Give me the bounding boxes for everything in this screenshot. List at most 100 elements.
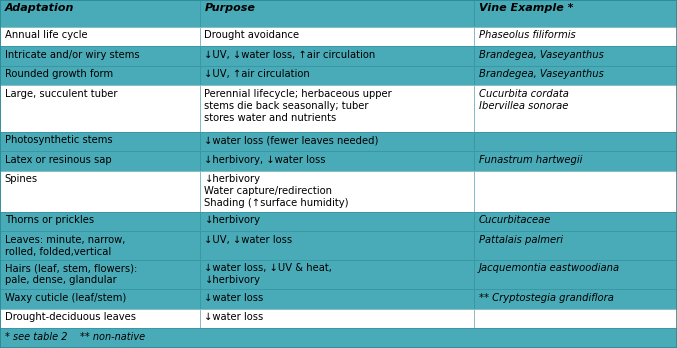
Bar <box>474 151 677 171</box>
Bar <box>0 260 200 290</box>
Text: Perennial lifecycle; herbaceous upper
stems die back seasonally; tuber
stores wa: Perennial lifecycle; herbaceous upper st… <box>204 89 392 123</box>
Bar <box>474 212 677 231</box>
Bar <box>0 85 200 132</box>
Text: Phaseolus filiformis: Phaseolus filiformis <box>479 30 575 40</box>
Text: ↓water loss: ↓water loss <box>204 313 264 322</box>
Text: Jacquemontia eastwoodiana: Jacquemontia eastwoodiana <box>479 263 619 273</box>
Bar <box>474 171 677 212</box>
Text: Photosynthetic stems: Photosynthetic stems <box>5 135 112 145</box>
Text: Large, succulent tuber: Large, succulent tuber <box>5 89 117 99</box>
Bar <box>0 0 200 27</box>
Bar <box>200 290 474 309</box>
Bar <box>200 66 474 85</box>
Bar <box>474 260 677 290</box>
Bar <box>200 0 474 27</box>
Bar <box>0 290 200 309</box>
Text: Hairs (leaf, stem, flowers):
pale, dense, glandular: Hairs (leaf, stem, flowers): pale, dense… <box>5 263 137 285</box>
Bar <box>200 260 474 290</box>
Bar <box>0 46 200 66</box>
Text: Funastrum hartwegii: Funastrum hartwegii <box>479 155 582 165</box>
Text: ↓water loss: ↓water loss <box>204 293 264 303</box>
Bar <box>200 212 474 231</box>
Bar <box>474 66 677 85</box>
Text: Adaptation: Adaptation <box>5 3 74 14</box>
Text: ↓herbivory, ↓water loss: ↓herbivory, ↓water loss <box>204 155 326 165</box>
Text: Drought-deciduous leaves: Drought-deciduous leaves <box>5 313 136 322</box>
Text: Brandegea, Vaseyanthus: Brandegea, Vaseyanthus <box>479 69 603 79</box>
Bar <box>200 151 474 171</box>
Bar <box>0 309 200 329</box>
Bar <box>474 132 677 151</box>
Bar <box>0 27 200 46</box>
Bar <box>200 66 474 85</box>
Text: ↓water loss (fewer leaves needed): ↓water loss (fewer leaves needed) <box>204 135 379 145</box>
Bar <box>0 66 200 85</box>
Bar <box>474 309 677 329</box>
Bar <box>200 231 474 260</box>
Bar <box>200 85 474 132</box>
Bar <box>474 132 677 151</box>
Bar <box>474 151 677 171</box>
Bar <box>0 212 200 231</box>
Bar <box>474 66 677 85</box>
Text: Waxy cuticle (leaf/stem): Waxy cuticle (leaf/stem) <box>5 293 126 303</box>
Bar <box>474 46 677 66</box>
Bar <box>474 231 677 260</box>
Bar <box>474 0 677 27</box>
Text: Rounded growth form: Rounded growth form <box>5 69 113 79</box>
Text: ↓UV, ↑air circulation: ↓UV, ↑air circulation <box>204 69 310 79</box>
Text: Drought avoidance: Drought avoidance <box>204 30 300 40</box>
Text: Purpose: Purpose <box>204 3 255 14</box>
Text: Latex or resinous sap: Latex or resinous sap <box>5 155 111 165</box>
Text: Annual life cycle: Annual life cycle <box>5 30 87 40</box>
Text: ↓herbivory
Water capture/redirection
Shading (↑surface humidity): ↓herbivory Water capture/redirection Sha… <box>204 174 349 208</box>
Bar <box>0 0 200 27</box>
Text: Pattalais palmeri: Pattalais palmeri <box>479 235 563 245</box>
Bar <box>474 260 677 290</box>
Bar <box>0 231 200 260</box>
Bar <box>200 231 474 260</box>
Bar <box>0 46 200 66</box>
Bar <box>0 329 677 348</box>
Bar <box>0 171 200 212</box>
Text: Brandegea, Vaseyanthus: Brandegea, Vaseyanthus <box>479 50 603 60</box>
Bar <box>474 85 677 132</box>
Bar <box>200 46 474 66</box>
Bar <box>200 212 474 231</box>
Bar <box>474 0 677 27</box>
Text: ↓herbivory: ↓herbivory <box>204 215 261 225</box>
Bar <box>200 151 474 171</box>
Bar <box>474 212 677 231</box>
Bar <box>474 27 677 46</box>
Text: Thorns or prickles: Thorns or prickles <box>5 215 94 225</box>
Text: * see table 2    ** non-native: * see table 2 ** non-native <box>5 332 145 342</box>
Bar <box>474 290 677 309</box>
Bar <box>200 27 474 46</box>
Bar <box>200 27 474 46</box>
Bar <box>474 46 677 66</box>
Bar <box>0 85 200 132</box>
Bar <box>474 85 677 132</box>
Bar <box>474 27 677 46</box>
Text: ↓water loss, ↓UV & heat,
↓herbivory: ↓water loss, ↓UV & heat, ↓herbivory <box>204 263 332 285</box>
Bar <box>200 260 474 290</box>
Bar <box>200 85 474 132</box>
Bar <box>200 171 474 212</box>
Bar <box>474 290 677 309</box>
Bar <box>200 46 474 66</box>
Text: Spines: Spines <box>5 174 38 184</box>
Bar <box>474 171 677 212</box>
Bar <box>0 231 200 260</box>
Text: Cucurbita cordata
Ibervillea sonorae: Cucurbita cordata Ibervillea sonorae <box>479 89 569 111</box>
Bar <box>0 132 200 151</box>
Bar <box>0 171 200 212</box>
Bar <box>0 66 200 85</box>
Bar <box>0 329 677 348</box>
Bar <box>0 212 200 231</box>
Bar <box>0 132 200 151</box>
Bar <box>200 0 474 27</box>
Bar <box>200 132 474 151</box>
Text: Vine Example *: Vine Example * <box>479 3 573 14</box>
Bar <box>0 260 200 290</box>
Bar <box>200 171 474 212</box>
